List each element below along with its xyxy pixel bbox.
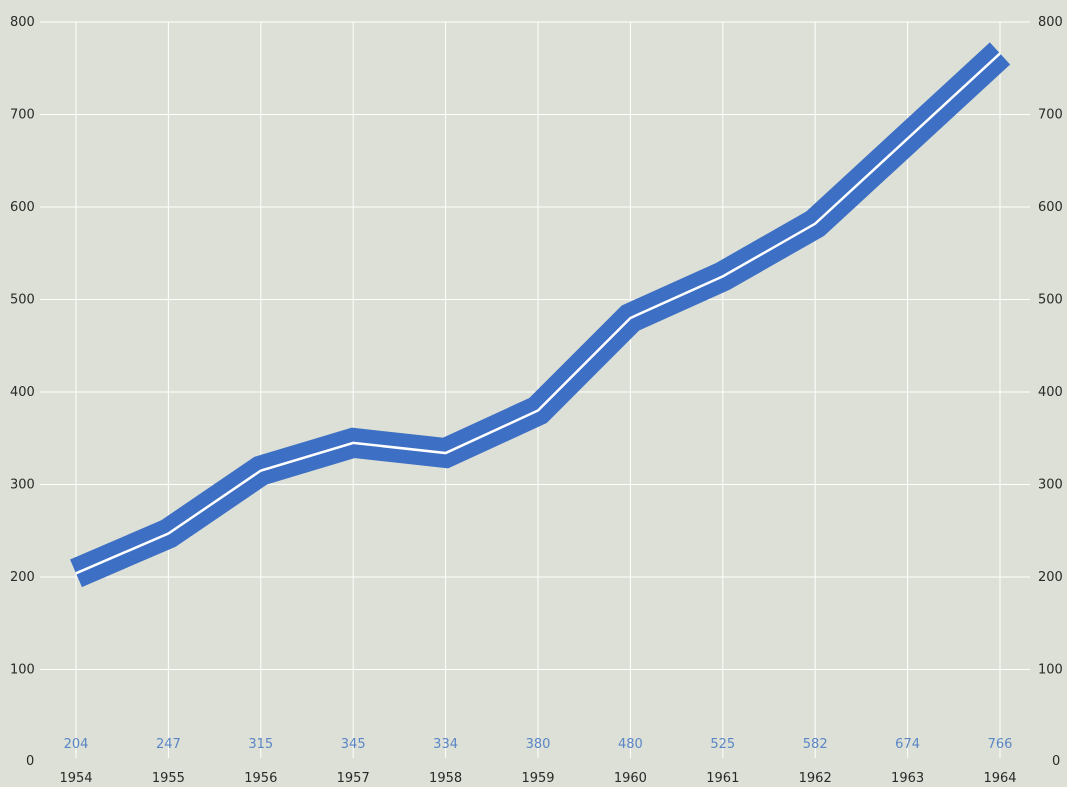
y-tick-right-600: 600 <box>1038 200 1063 215</box>
y-tick-right-400: 400 <box>1038 385 1063 400</box>
data-label-1956: 315 <box>248 737 273 752</box>
x-tick-1956: 1956 <box>244 771 277 786</box>
data-label-1961: 525 <box>710 737 735 752</box>
x-tick-1957: 1957 <box>337 771 370 786</box>
x-tick-1963: 1963 <box>891 771 924 786</box>
y-tick-left-600: 600 <box>10 200 35 215</box>
data-labels: 204 247 315 345 334 380 480 525 582 674 766 <box>64 737 1013 752</box>
y-tick-right-200: 200 <box>1038 570 1063 585</box>
x-tick-1955: 1955 <box>152 771 185 786</box>
y-tick-left-800: 800 <box>10 15 35 30</box>
x-tick-1958: 1958 <box>429 771 462 786</box>
x-tick-1954: 1954 <box>59 771 92 786</box>
y-tick-left-200: 200 <box>10 570 35 585</box>
data-label-1958: 334 <box>433 737 458 752</box>
x-tick-1964: 1964 <box>983 771 1016 786</box>
x-tick-1961: 1961 <box>706 771 739 786</box>
y-axis-left: 0 100 200 300 400 500 600 700 800 <box>10 15 35 769</box>
x-tick-1959: 1959 <box>521 771 554 786</box>
y-tick-left-700: 700 <box>10 108 35 123</box>
y-tick-right-0: 0 <box>1052 754 1060 769</box>
y-tick-left-0: 0 <box>26 754 34 769</box>
y-tick-right-100: 100 <box>1038 663 1063 678</box>
y-tick-left-100: 100 <box>10 663 35 678</box>
gridlines <box>40 22 1030 758</box>
y-tick-left-300: 300 <box>10 478 35 493</box>
x-tick-1960: 1960 <box>614 771 647 786</box>
y-tick-right-300: 300 <box>1038 478 1063 493</box>
data-label-1964: 766 <box>988 737 1013 752</box>
y-tick-right-500: 500 <box>1038 293 1063 308</box>
data-label-1963: 674 <box>895 737 920 752</box>
data-label-1957: 345 <box>341 737 366 752</box>
x-axis: 1954 1955 1956 1957 1958 1959 1960 1961 1962 1963… <box>59 771 1016 786</box>
y-tick-left-400: 400 <box>10 385 35 400</box>
data-label-1954: 204 <box>64 737 89 752</box>
y-axis-right: 0 100 200 300 400 500 600 700 800 <box>1038 15 1063 769</box>
data-label-1960: 480 <box>618 737 643 752</box>
y-tick-right-800: 800 <box>1038 15 1063 30</box>
data-label-1955: 247 <box>156 737 181 752</box>
y-tick-right-700: 700 <box>1038 108 1063 123</box>
data-label-1959: 380 <box>526 737 551 752</box>
data-label-1962: 582 <box>803 737 828 752</box>
y-tick-left-500: 500 <box>10 293 35 308</box>
x-tick-1962: 1962 <box>799 771 832 786</box>
